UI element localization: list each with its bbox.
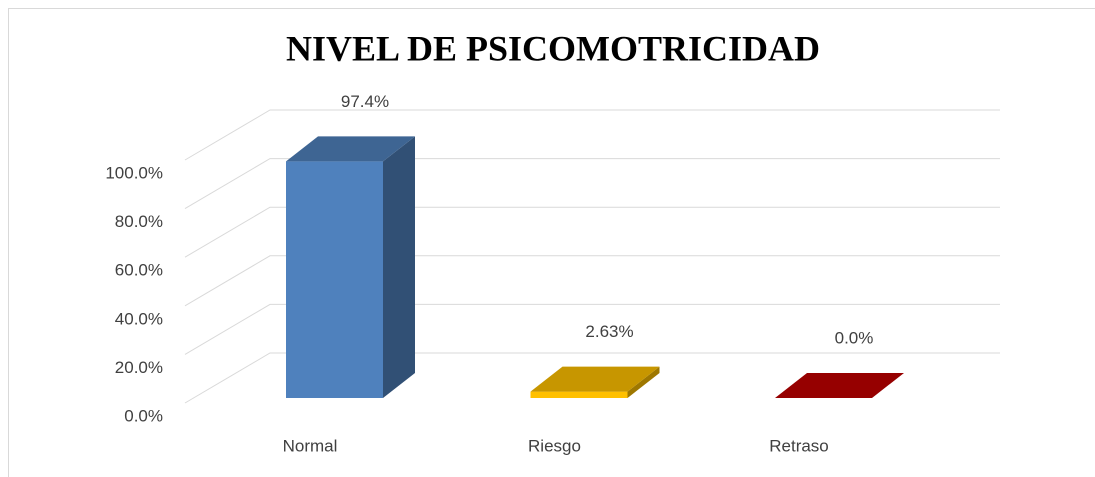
grid-line bbox=[184, 109, 1000, 161]
y-tick-label: 60.0% bbox=[115, 261, 163, 280]
grid-line bbox=[184, 352, 1000, 404]
grid-line bbox=[184, 158, 1000, 210]
y-tick-label: 100.0% bbox=[105, 163, 163, 182]
value-label: 97.4% bbox=[341, 92, 389, 111]
bar-top bbox=[775, 373, 904, 398]
x-tick-label: Riesgo bbox=[528, 436, 581, 455]
value-label: 0.0% bbox=[835, 328, 874, 347]
bar-top bbox=[286, 136, 415, 162]
bar-side bbox=[627, 366, 660, 398]
chart-title: NIVEL DE PSICOMOTRICIDAD bbox=[286, 28, 820, 68]
chart-border bbox=[8, 8, 1095, 477]
y-tick-label: 40.0% bbox=[115, 309, 163, 328]
grid-line bbox=[184, 255, 1000, 307]
bar-front bbox=[286, 161, 383, 398]
bar-side bbox=[383, 136, 415, 398]
x-tick-label: Normal bbox=[283, 436, 338, 455]
bar-front bbox=[530, 391, 628, 398]
grid-line bbox=[184, 206, 1000, 258]
grid-line bbox=[184, 303, 1000, 355]
y-tick-label: 20.0% bbox=[115, 358, 163, 377]
y-tick-label: 80.0% bbox=[115, 212, 163, 231]
bar-top bbox=[530, 366, 660, 392]
x-tick-label: Retraso bbox=[769, 436, 829, 455]
y-tick-label: 0.0% bbox=[124, 406, 163, 425]
value-label: 2.63% bbox=[585, 322, 633, 341]
